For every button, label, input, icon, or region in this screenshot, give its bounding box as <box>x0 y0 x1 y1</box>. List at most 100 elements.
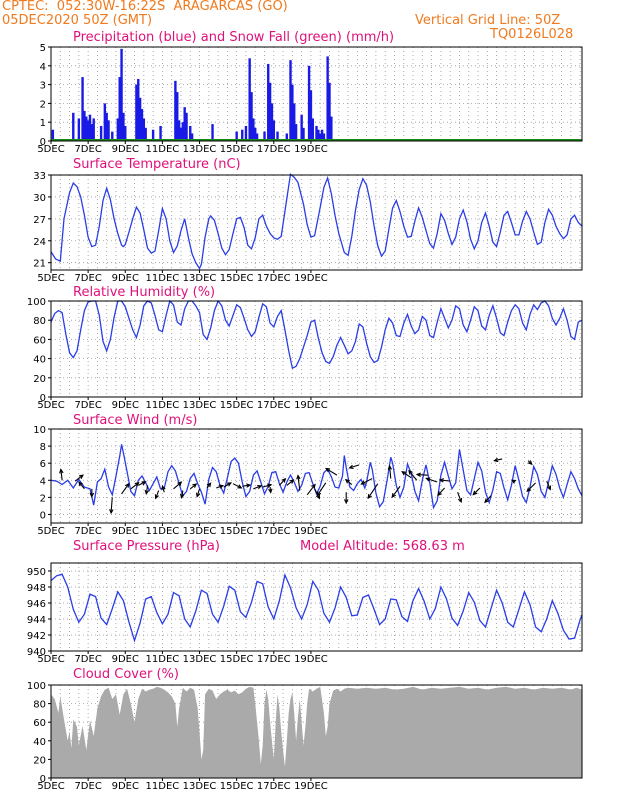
wind-arrow <box>110 497 113 514</box>
wind-arrow-head <box>387 464 393 470</box>
wind-arrow-head <box>425 477 431 482</box>
x-tick-label: 7DEC <box>74 144 101 155</box>
precip-bar <box>211 124 214 141</box>
x-tick-label: 7DEC <box>74 273 101 284</box>
x-tick-label: 5DEC <box>37 526 64 537</box>
wind-arrow <box>417 473 428 476</box>
panel-6 <box>48 684 583 781</box>
x-tick-label: 13DEC <box>183 654 217 665</box>
plot-border <box>50 174 583 271</box>
precip-bar <box>272 120 275 141</box>
plot-frame <box>50 300 583 398</box>
precip-bar <box>140 109 144 141</box>
y-tick-label: 24 <box>33 237 46 248</box>
wind-arrow-head <box>78 474 84 479</box>
wind-arrow-head <box>472 490 478 496</box>
precip-bar <box>307 65 311 141</box>
x-tick-label: 9DEC <box>112 526 139 537</box>
x-tick-label: 11DEC <box>146 273 180 284</box>
wind-arrow-head <box>109 508 114 515</box>
wind-arrow-head <box>511 479 517 484</box>
x-tick-label: 17DEC <box>257 526 291 537</box>
wind-arrow-head <box>78 481 83 487</box>
precip-bar <box>72 112 75 141</box>
precip-bar <box>285 133 288 141</box>
wind-arrow <box>391 485 401 498</box>
wind-arrow-head <box>141 481 147 486</box>
wind-arrow-head <box>457 497 463 503</box>
precip-bar <box>270 103 274 141</box>
panel-5 <box>48 562 583 654</box>
wind-arrow <box>74 474 84 482</box>
wind-arrow-head <box>546 485 552 491</box>
x-tick-label: 19DEC <box>294 654 328 665</box>
precip-bar <box>51 129 55 141</box>
y-tick-label: 1 <box>40 118 46 129</box>
wind-arrow-head <box>289 479 295 484</box>
precip-bar <box>289 60 292 141</box>
panel-title: Surface Pressure (hPa) <box>73 539 220 554</box>
x-tick-label: 9DEC <box>112 654 139 665</box>
precip-bar <box>107 120 110 141</box>
wind-arrow <box>297 475 301 491</box>
precip-bar <box>183 107 186 141</box>
wind-arrow <box>457 492 462 503</box>
precip-bar <box>235 131 238 141</box>
wind-arrow <box>286 479 294 486</box>
wind-arrow-head <box>89 492 95 498</box>
header-date: 05DEC2020 50Z (GMT) <box>2 13 153 28</box>
y-tick-label: 6 <box>40 459 46 470</box>
wind-arrow <box>401 471 412 479</box>
wind-arrow <box>349 464 360 469</box>
y-tick-label: 80 <box>33 316 46 327</box>
y-tick-label: 0 <box>40 774 46 785</box>
x-tick-label: 9DEC <box>112 273 139 284</box>
precip-bar <box>81 77 84 141</box>
panel-1 <box>48 46 583 144</box>
precip-bar <box>90 124 94 141</box>
panel-4 <box>48 428 583 526</box>
x-tick-label: 19DEC <box>294 273 328 284</box>
precip-bar <box>92 118 95 141</box>
precip-bar <box>174 80 177 141</box>
plot-border <box>50 428 583 524</box>
x-tick-label: 19DEC <box>294 526 328 537</box>
y-tick-label: 5 <box>40 43 46 54</box>
x-tick-label: 11DEC <box>146 654 180 665</box>
wind-arrow <box>232 483 242 489</box>
y-tick-label: 2 <box>40 99 46 110</box>
wind-arrow-head <box>134 482 140 487</box>
precip-bar <box>252 118 255 141</box>
y-tick-label: 60 <box>33 335 46 346</box>
precip-bar <box>263 131 266 141</box>
x-tick-label: 15DEC <box>220 526 254 537</box>
wind-arrow-head <box>344 499 349 505</box>
precip-bar <box>77 118 81 141</box>
wind-arrow-head <box>315 494 320 500</box>
wind-arrow <box>130 482 139 490</box>
x-tick-label: 5DEC <box>37 654 64 665</box>
wind-arrow <box>361 478 373 485</box>
y-tick-label: 60 <box>33 718 46 729</box>
precip-bar <box>83 110 86 141</box>
wind-arrow <box>253 485 262 490</box>
x-tick-label: 17DEC <box>257 273 291 284</box>
wind-arrow <box>155 490 160 499</box>
wind-arrow <box>546 480 551 490</box>
x-tick-label: 11DEC <box>146 526 180 537</box>
y-tick-label: 100 <box>27 681 46 692</box>
y-tick-label: 950 <box>27 567 46 578</box>
wind-arrow-head <box>415 472 422 477</box>
panel-title: Precipitation (blue) and Snow Fall (gree… <box>73 30 394 45</box>
precip-bar <box>328 82 331 141</box>
precip-bar <box>120 48 123 141</box>
x-tick-label: 11DEC <box>146 781 180 792</box>
wind-arrow-head <box>144 489 150 496</box>
wind-arrow <box>408 470 418 481</box>
y-tick-label: 942 <box>27 631 46 642</box>
precip-bar <box>116 118 120 141</box>
wind-arrow <box>173 481 182 490</box>
y-tick-label: 0 <box>40 137 46 148</box>
plot-frame <box>50 428 583 524</box>
precip-bar <box>85 116 88 141</box>
